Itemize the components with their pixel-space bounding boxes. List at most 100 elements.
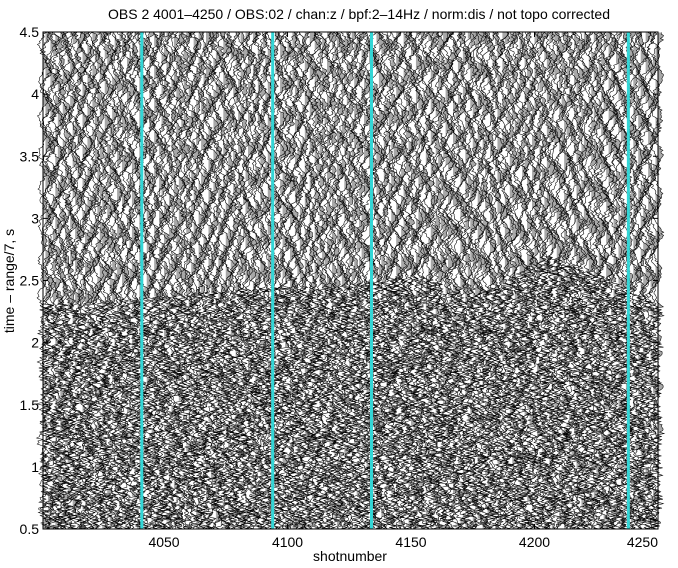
trace-fill xyxy=(277,32,284,528)
trace-fill xyxy=(77,38,84,528)
trace-wiggle xyxy=(626,32,641,530)
trace-wiggle xyxy=(624,32,638,530)
trace-wiggle xyxy=(606,32,621,530)
highlighted-trace-layer xyxy=(140,32,630,529)
y-axis-label: time – range/7, s xyxy=(1,229,17,333)
trace-wiggle xyxy=(298,32,312,530)
trace-wiggle xyxy=(569,32,583,530)
trace-wiggle xyxy=(70,32,85,530)
trace-wiggle xyxy=(206,32,221,530)
trace-wiggle xyxy=(352,32,366,530)
trace-fill xyxy=(497,39,504,529)
trace-wiggle xyxy=(307,32,322,530)
trace-wiggle xyxy=(460,32,476,530)
trace-wiggle xyxy=(90,32,105,530)
trace-wiggle xyxy=(418,32,433,530)
trace-wiggle xyxy=(221,32,235,530)
trace-wiggle xyxy=(283,32,297,530)
trace-wiggle xyxy=(80,32,95,530)
trace-wiggle xyxy=(443,32,458,530)
trace-wiggle xyxy=(468,32,482,530)
trace-wiggle xyxy=(114,32,129,530)
trace-wiggle xyxy=(507,32,522,530)
trace-wiggle xyxy=(189,32,204,530)
trace-fill xyxy=(252,32,260,521)
trace-wiggle xyxy=(450,32,465,530)
trace-wiggle xyxy=(534,32,549,530)
trace-fill xyxy=(334,42,341,525)
trace-fill xyxy=(329,32,336,529)
trace-fill xyxy=(141,33,149,528)
trace-wiggle xyxy=(471,32,485,530)
trace-fill xyxy=(349,36,356,524)
trace-wiggle xyxy=(545,32,559,530)
trace-wiggle xyxy=(426,32,441,530)
x-axis-ticks: 4050 4100 4150 4200 4250 xyxy=(148,32,659,550)
y-tick-label: 2 xyxy=(31,335,39,351)
trace-fill xyxy=(588,32,596,529)
y-tick-label: 2.5 xyxy=(20,273,40,289)
trace-fill xyxy=(630,32,638,528)
trace-wiggle xyxy=(549,32,565,530)
trace-wiggle xyxy=(215,32,231,530)
trace-wiggle xyxy=(374,32,388,530)
trace-fill xyxy=(280,41,287,527)
trace-fill xyxy=(282,42,289,530)
trace-wiggle xyxy=(406,32,421,530)
trace-fill xyxy=(117,39,124,529)
chart-title: OBS 2 4001–4250 / OBS:02 / chan:z / bpf:… xyxy=(108,6,610,22)
trace-wiggle xyxy=(552,32,567,530)
trace-wiggle xyxy=(584,32,599,530)
trace-fill xyxy=(366,32,373,529)
trace-fill xyxy=(203,38,210,530)
trace-wiggle xyxy=(609,32,624,530)
trace-fill xyxy=(161,32,168,528)
trace-fill xyxy=(512,32,519,529)
trace-wiggle xyxy=(246,32,260,530)
trace-wiggle xyxy=(436,32,450,530)
trace-fill xyxy=(428,32,435,529)
trace-wiggle xyxy=(639,32,653,530)
trace-fill xyxy=(388,38,396,524)
trace-wiggle xyxy=(389,32,403,530)
trace-fill xyxy=(373,32,381,528)
trace-wiggle xyxy=(317,32,332,530)
trace-wiggle xyxy=(330,32,344,530)
trace-wiggle xyxy=(88,32,103,530)
trace-fill xyxy=(593,32,601,529)
trace-wiggle xyxy=(140,32,154,530)
trace-wiggle xyxy=(520,32,534,530)
trace-wiggle xyxy=(376,32,391,530)
trace-wiggle xyxy=(186,32,201,530)
trace-fill xyxy=(171,32,178,529)
trace-wiggle xyxy=(120,32,134,530)
trace-wiggle xyxy=(488,32,502,530)
trace-wiggle xyxy=(540,32,554,530)
trace-fill xyxy=(655,42,662,530)
y-tick-label: 3 xyxy=(31,210,39,226)
trace-wiggle xyxy=(203,32,219,530)
trace-wiggle xyxy=(142,32,156,530)
trace-fill xyxy=(346,32,353,528)
trace-fill xyxy=(341,42,348,530)
trace-fill xyxy=(364,44,371,530)
y-tick-label: 4 xyxy=(31,86,39,102)
trace-wiggle xyxy=(48,32,63,530)
trace-wiggle xyxy=(43,32,58,530)
trace-wiggle xyxy=(253,32,267,530)
trace-fill xyxy=(82,32,89,524)
trace-fill xyxy=(658,32,665,527)
trace-wiggle xyxy=(372,32,386,530)
trace-wiggle xyxy=(601,32,616,530)
trace-wiggle xyxy=(102,32,117,530)
trace-wiggle xyxy=(233,32,248,530)
y-tick-label: 3.5 xyxy=(20,148,40,164)
trace-wiggle xyxy=(477,32,492,530)
y-tick-label: 1.5 xyxy=(20,397,40,413)
trace-wiggle xyxy=(636,32,650,530)
trace-wiggle xyxy=(181,32,196,530)
trace-fill xyxy=(168,32,176,528)
trace-wiggle xyxy=(382,32,396,530)
trace-wiggle xyxy=(490,32,505,530)
